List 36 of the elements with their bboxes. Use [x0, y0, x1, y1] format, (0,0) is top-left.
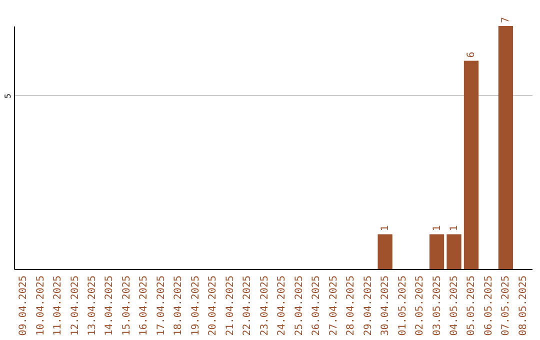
x-tick-label: 01.05.2025	[397, 276, 408, 336]
x-tick-label: 12.04.2025	[70, 276, 81, 336]
x-tick-label: 10.04.2025	[35, 276, 46, 336]
x-tick-label: 19.04.2025	[190, 276, 202, 336]
x-tick-label: 06.05.2025	[483, 276, 494, 336]
data-label: 1	[432, 225, 443, 232]
x-tick-label: 17.04.2025	[156, 276, 167, 336]
x-tick-label: 02.05.2025	[414, 276, 426, 336]
x-tick-label: 11.04.2025	[52, 276, 64, 336]
x-tick-label: 29.04.2025	[362, 276, 374, 336]
x-tick-label: 30.04.2025	[380, 276, 392, 336]
x-tick-label: 07.05.2025	[500, 276, 512, 336]
y-tick-label: 5	[4, 93, 12, 98]
x-tick-label: 26.04.2025	[311, 276, 322, 336]
x-tick-label: 22.04.2025	[242, 276, 254, 336]
x-tick-label: 28.04.2025	[346, 276, 357, 336]
x-tick-label: 20.04.2025	[208, 276, 219, 336]
x-tick-label: 03.05.2025	[432, 276, 443, 336]
x-tick-label: 18.04.2025	[173, 276, 184, 336]
x-tick-label: 21.04.2025	[224, 276, 236, 336]
x-tick-label: 04.05.2025	[449, 276, 460, 336]
x-tick-label: 13.04.2025	[87, 276, 98, 336]
x-tick-label: 16.04.2025	[138, 276, 150, 336]
x-tick-label: 15.04.2025	[121, 276, 132, 336]
x-tick-label: 08.05.2025	[518, 276, 529, 336]
x-tick-label: 27.04.2025	[328, 276, 340, 336]
data-label: 1	[380, 225, 392, 232]
data-label: 6	[466, 52, 478, 58]
data-label: 7	[500, 16, 512, 23]
x-tick-label: 24.04.2025	[276, 276, 288, 336]
x-tick-label: 25.04.2025	[294, 276, 305, 336]
x-tick-label: 05.05.2025	[466, 276, 478, 336]
x-tick-label: 09.04.2025	[18, 276, 30, 336]
x-tick-label: 14.04.2025	[104, 276, 116, 336]
x-tick-label: 23.04.2025	[259, 276, 270, 336]
data-label: 1	[449, 225, 460, 232]
